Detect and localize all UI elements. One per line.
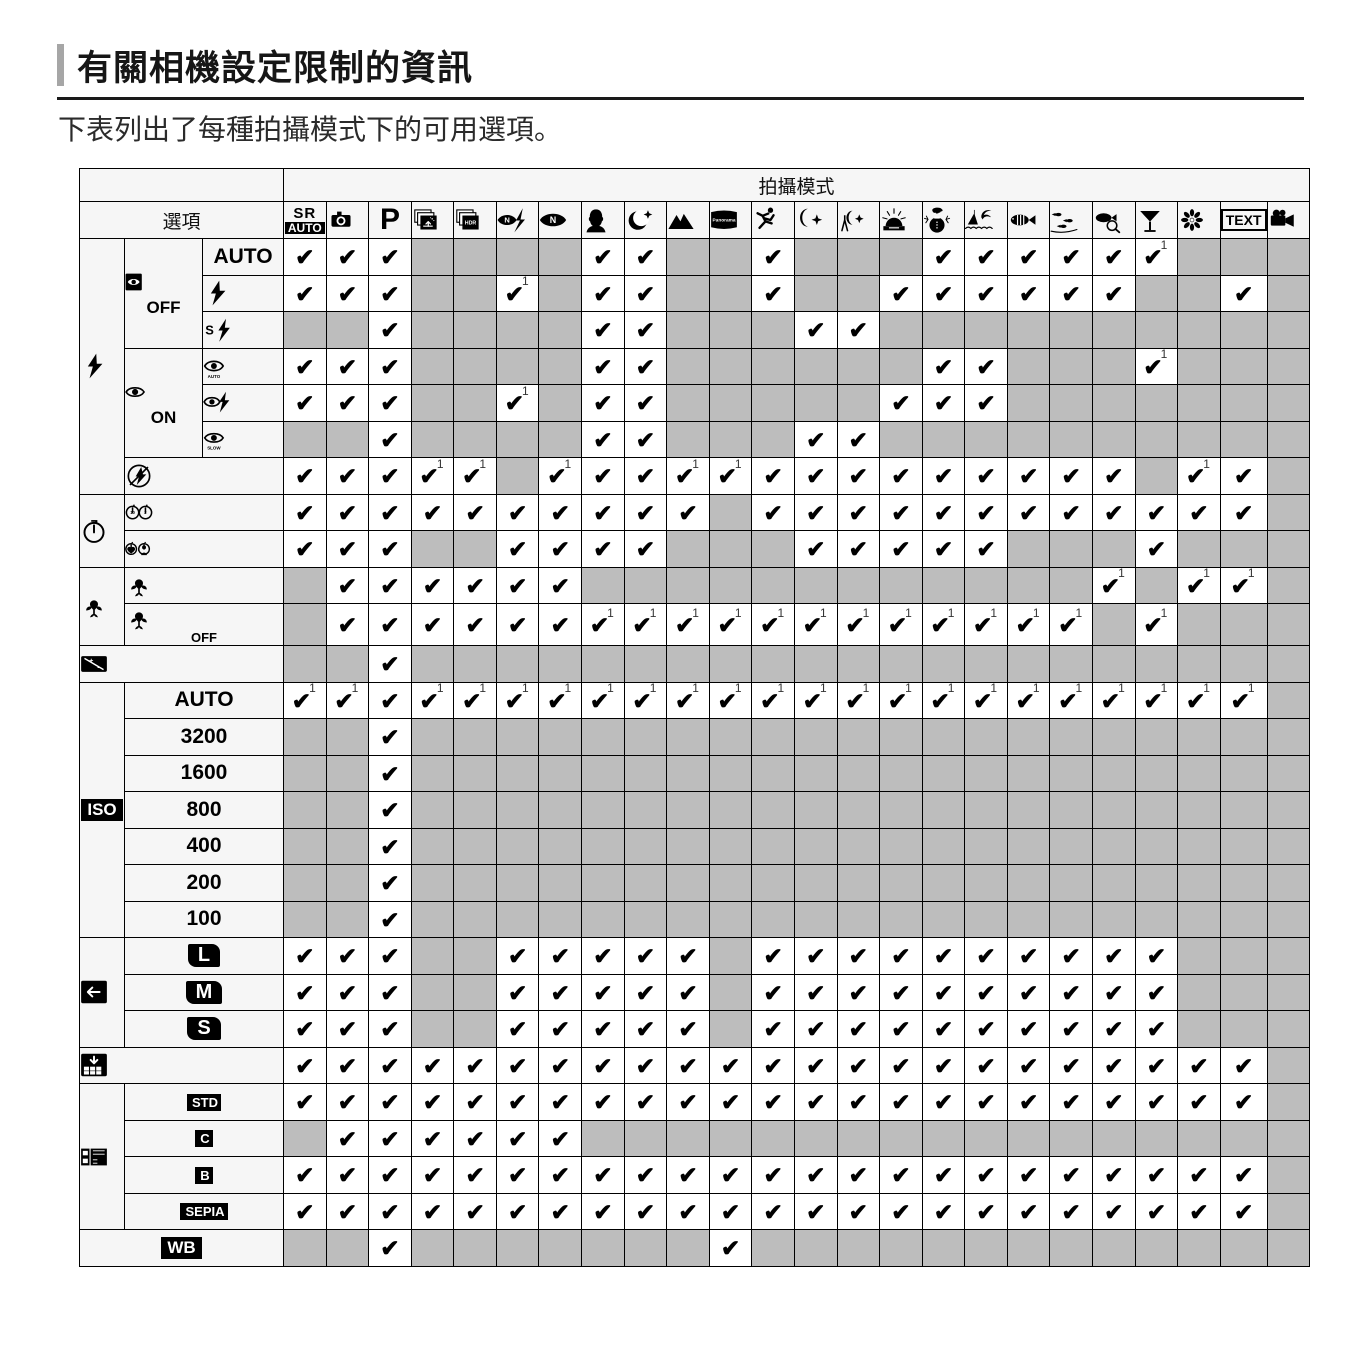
svg-text:N: N [504,216,509,225]
svg-text:S: S [205,322,214,337]
svg-text:+: + [89,656,93,665]
svg-text:10: 10 [130,510,135,515]
svg-text:2: 2 [144,510,147,515]
svg-text:Panorama: Panorama [712,217,735,223]
svg-text:HDR: HDR [465,220,477,226]
svg-text:AUTO: AUTO [208,374,221,379]
svg-text:N: N [550,215,556,225]
svg-text:SLOW: SLOW [207,446,221,451]
